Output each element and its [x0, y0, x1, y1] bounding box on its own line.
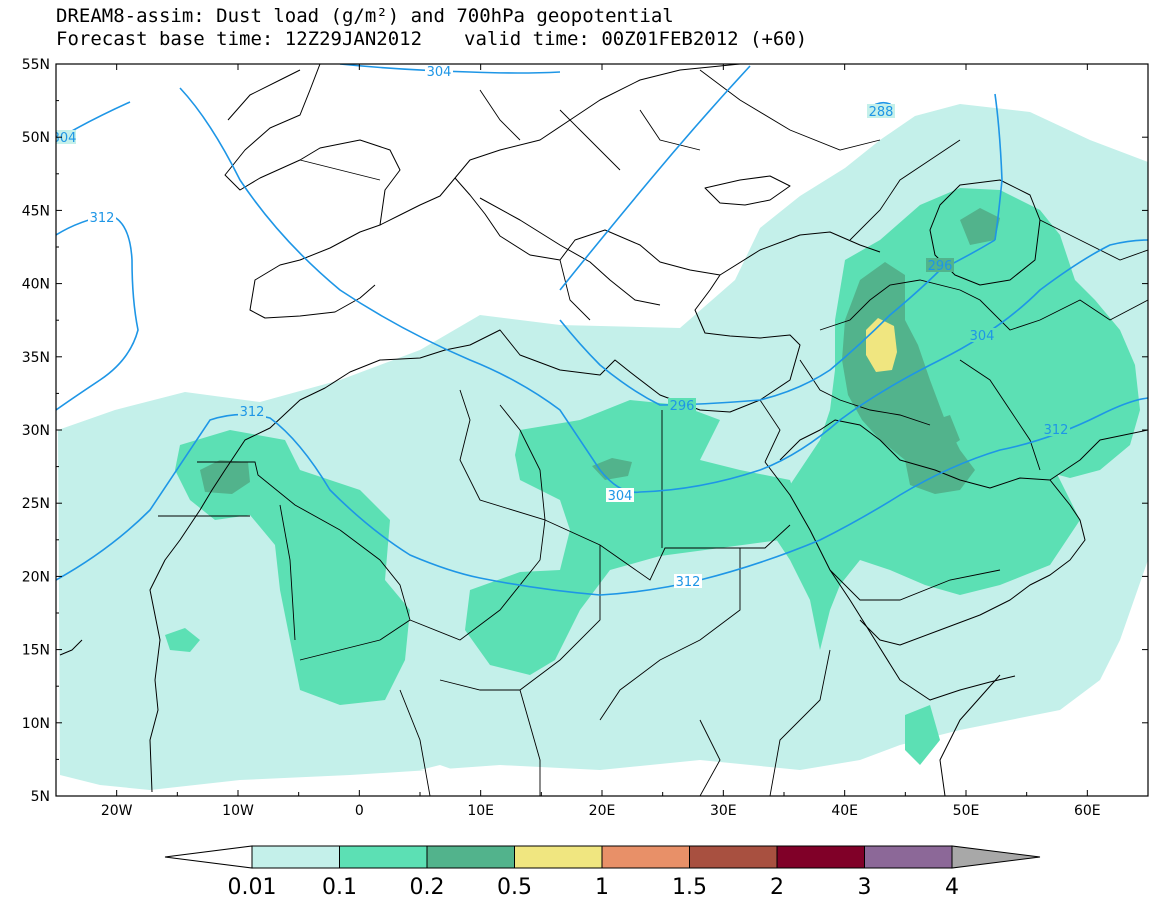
contour-label: 312: [88, 210, 116, 226]
lon-label: 20E: [589, 803, 616, 819]
lon-label: 40E: [831, 803, 858, 819]
colorbar-swatch: [689, 845, 778, 869]
lat-label: 15N: [22, 643, 50, 659]
contour-labels: 304 304 312 288 296 304 312 312 296 304 …: [52, 64, 1070, 590]
colorbar-level-label: 4: [945, 875, 959, 900]
contour-label: 312: [674, 574, 702, 590]
colorbar-swatch: [514, 845, 603, 869]
lat-label: 10N: [22, 716, 50, 732]
colorbar-swatch: [776, 845, 865, 869]
svg-text:296: 296: [670, 399, 695, 414]
colorbar-high-arrow: [951, 845, 1041, 869]
contour-label: 296: [668, 398, 696, 414]
colorbar-swatch: [864, 845, 953, 869]
lon-label: 10E: [467, 803, 494, 819]
colorbar-level-label: 2: [770, 875, 784, 900]
contour-label: 304: [52, 130, 77, 146]
lat-label: 5N: [31, 789, 50, 805]
colorbar-swatch: [251, 845, 340, 869]
lon-label: 50E: [953, 803, 980, 819]
colorbar-level-label: 0.2: [410, 875, 445, 900]
colorbar-swatch: [339, 845, 428, 869]
lat-label: 30N: [22, 423, 50, 439]
contour-label: 288: [867, 104, 895, 120]
colorbar-level-label: 0.1: [322, 875, 357, 900]
colorbar-low-arrow: [164, 845, 253, 869]
lat-label: 25N: [22, 496, 50, 512]
colorbar-swatch: [426, 845, 515, 869]
valid-time: valid time: 00Z01FEB2012 (+60): [464, 28, 808, 50]
svg-text:304: 304: [608, 489, 633, 504]
svg-text:312: 312: [240, 405, 265, 420]
country-borders: [158, 69, 1148, 796]
colorbar-level-label: 3: [858, 875, 872, 900]
coastlines: [59, 64, 1148, 796]
colorbar-swatch: [601, 845, 690, 869]
lat-label: 50N: [22, 130, 50, 146]
lon-label: 30E: [710, 803, 737, 819]
map-plot: 304 304 312 288 296 304 312 312 296 304 …: [52, 64, 1148, 796]
dust-band-high: [200, 208, 1000, 494]
colorbar-level-label: 0.01: [228, 875, 277, 900]
contour-label: 312: [1042, 422, 1070, 438]
svg-text:296: 296: [928, 259, 953, 274]
colorbar-level-label: 1: [595, 875, 609, 900]
lat-label: 55N: [22, 57, 50, 73]
lon-label: 10W: [222, 803, 254, 819]
contour-label: 312: [238, 404, 266, 420]
lat-label: 35N: [22, 350, 50, 366]
map-title: DREAM8-assim: Dust load (g/m²) and 700hP…: [56, 5, 674, 27]
latitude-axis: 55N 50N 45N 40N 35N 30N 25N 20N 15N 10N 5N: [22, 57, 1148, 805]
svg-text:312: 312: [90, 211, 115, 226]
colorbar-level-label: 1.5: [672, 875, 707, 900]
contour-label: 304: [968, 328, 996, 344]
lat-label: 40N: [22, 277, 50, 293]
longitude-axis: 20W 10W 0 10E 20E 30E 40E 50E 60E: [55, 64, 1149, 819]
svg-text:304: 304: [52, 131, 77, 146]
svg-text:312: 312: [1044, 423, 1069, 438]
svg-text:288: 288: [869, 105, 894, 120]
contour-label: 296: [926, 258, 954, 274]
gap-central-africa: [420, 765, 460, 772]
lat-label: 20N: [22, 569, 50, 585]
lon-label: 60E: [1074, 803, 1101, 819]
lon-label: 0: [355, 803, 364, 819]
contour-label: 304: [606, 488, 634, 504]
svg-text:304: 304: [427, 65, 452, 80]
base-time: Forecast base time: 12Z29JAN2012: [56, 28, 423, 50]
lon-label: 20W: [101, 803, 133, 819]
lat-label: 45N: [22, 203, 50, 219]
colorbar: 0.01 0.1 0.2 0.5 1 1.5 2 3 4: [164, 845, 1041, 900]
colorbar-level-label: 0.5: [497, 875, 532, 900]
svg-text:304: 304: [970, 329, 995, 344]
contour-label: 304: [425, 64, 453, 80]
map-subtitle: Forecast base time: 12Z29JAN2012 valid ti…: [56, 29, 807, 49]
svg-text:312: 312: [676, 575, 701, 590]
